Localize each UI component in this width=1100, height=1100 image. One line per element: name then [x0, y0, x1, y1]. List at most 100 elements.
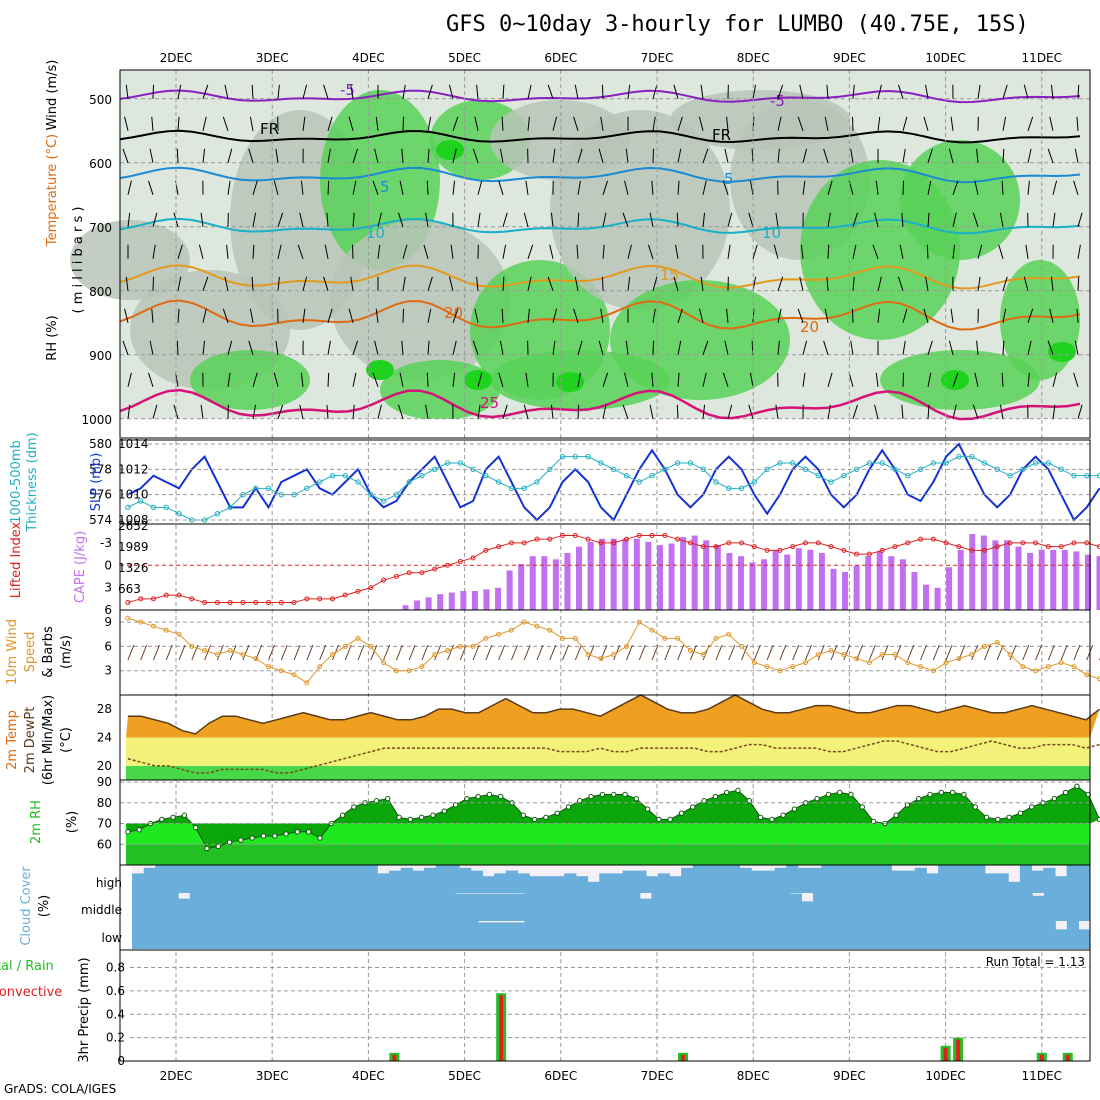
cloud-high-bar-36 — [552, 876, 565, 893]
wind10-point-66 — [969, 652, 975, 658]
cloud-high-bar-71 — [961, 865, 974, 893]
li-point-36 — [585, 536, 591, 542]
wind-barb-127 — [402, 276, 406, 291]
wind-barb-22 — [177, 84, 182, 99]
cloud-mid-bar-77 — [1020, 893, 1033, 921]
wind-barb-421 — [1073, 180, 1079, 195]
wind-barb-362 — [927, 404, 930, 419]
wind-barb-96 — [327, 340, 331, 355]
top-day-tick-0: 2DEC — [160, 51, 193, 65]
wind-barb-83 — [302, 276, 308, 291]
wind-barb-292 — [777, 276, 784, 291]
li-point-33 — [547, 536, 553, 542]
rh-tick-3: 60 — [97, 837, 112, 851]
thickness-point-40 — [636, 479, 642, 485]
wind-barb-186 — [523, 404, 529, 419]
wind-barb-393 — [1002, 340, 1005, 355]
thickness-point-46 — [713, 479, 719, 485]
rh-tick-0: 90 — [97, 775, 112, 789]
thickness-point-14 — [304, 485, 310, 492]
cloud-low-bar-34 — [524, 921, 537, 949]
wind-barb-89 — [327, 116, 333, 131]
li-point-66 — [969, 547, 975, 553]
cloud-high-bar-39 — [587, 881, 600, 893]
wind-barb-180 — [523, 212, 529, 227]
li-point-41 — [649, 532, 655, 538]
thickness-point-28 — [483, 472, 489, 479]
wind-barb-356 — [927, 212, 930, 227]
wind-barb-345 — [901, 212, 904, 227]
cloud-high-bar-77 — [1031, 870, 1044, 893]
cloud-high-bar-31 — [494, 873, 507, 893]
cloud-low-bar-49 — [697, 921, 710, 949]
cloud-low-bar-59 — [812, 921, 826, 949]
thickness-point-23 — [419, 472, 425, 479]
rh-point-9 — [226, 839, 233, 845]
wind-barb-210 — [600, 116, 604, 131]
li-point-13 — [291, 600, 297, 606]
cloud-low-bar-69 — [928, 921, 941, 949]
li-point-38 — [611, 540, 617, 546]
cloud-mid-bar-2 — [155, 893, 168, 921]
rh-point-44 — [622, 791, 628, 798]
wind-barb-82 — [297, 244, 304, 259]
cloud-high-bar-41 — [611, 873, 624, 893]
wind-barb-100 — [348, 116, 354, 131]
cloud-mid-bar-15 — [305, 893, 318, 921]
cape-bar-36 — [541, 556, 548, 610]
cape-bar-29 — [460, 590, 467, 610]
cloud-low-bar-1 — [143, 921, 156, 949]
li-point-61 — [905, 540, 911, 546]
thickness-point-59 — [879, 460, 885, 466]
wind-barb-409 — [1047, 148, 1054, 163]
cloud-low-bar-15 — [305, 921, 318, 949]
cloud-high-bar-13 — [283, 865, 297, 893]
cloud-high-bar-33 — [517, 873, 530, 893]
cloud-mid-bar-72 — [963, 893, 976, 921]
wind-barb-202 — [577, 212, 580, 227]
wind-barb-352 — [925, 84, 929, 99]
wind-barb-251 — [677, 372, 680, 387]
wind-barb-224 — [622, 212, 629, 227]
slp-line — [127, 442, 1100, 522]
wind-barb-61 — [251, 276, 254, 291]
cloud-mid-bar-6 — [201, 893, 214, 921]
wind10-barb-30 — [510, 644, 518, 661]
cloud-mid-bar-53 — [743, 893, 756, 921]
cloud-low-bar-24 — [409, 921, 422, 949]
wind-barb-49 — [226, 244, 229, 259]
wind-barb-309 — [824, 116, 829, 131]
cloud-low-bar-42 — [616, 921, 629, 949]
wind10-barb-37 — [600, 644, 608, 661]
wind-barb-372 — [952, 372, 959, 387]
cloud-mid-bar-35 — [535, 893, 549, 921]
wind-barb-223 — [624, 180, 629, 195]
wind-barb-155 — [474, 116, 479, 131]
wind10-barb-53 — [805, 644, 812, 661]
li-point-10 — [253, 600, 259, 606]
wind-barb-279 — [748, 212, 754, 227]
cloud-high-bar-72 — [973, 865, 986, 893]
cape-bar-31 — [483, 589, 490, 610]
wind-barb-416 — [1052, 372, 1058, 387]
cloud-high-bar-76 — [1019, 865, 1033, 893]
cloud-mid-bar-67 — [905, 893, 918, 921]
rh-point-16 — [305, 829, 312, 835]
wind-barb-213 — [602, 212, 607, 227]
li-point-27 — [470, 555, 476, 561]
wind-barb-425 — [1076, 308, 1079, 323]
cape-bar-83 — [1084, 554, 1091, 610]
wind10-barb-64 — [945, 644, 953, 661]
precip-ylabel-3: 3hr Precip (mm) — [77, 957, 92, 1062]
li-point-24 — [432, 566, 438, 572]
rh-point-49 — [678, 810, 685, 816]
wind-barb-427 — [1073, 372, 1079, 387]
thickness-point-26 — [457, 460, 463, 466]
thickness-point-67 — [981, 460, 988, 466]
wind-barb-76 — [277, 404, 284, 419]
wind-barb-212 — [602, 180, 609, 195]
cloud-mid-bar-12 — [270, 893, 283, 921]
thickness-point-0 — [125, 504, 131, 511]
cloud-high-bar-52 — [739, 867, 752, 893]
cloud-low-bar-57 — [789, 921, 802, 949]
